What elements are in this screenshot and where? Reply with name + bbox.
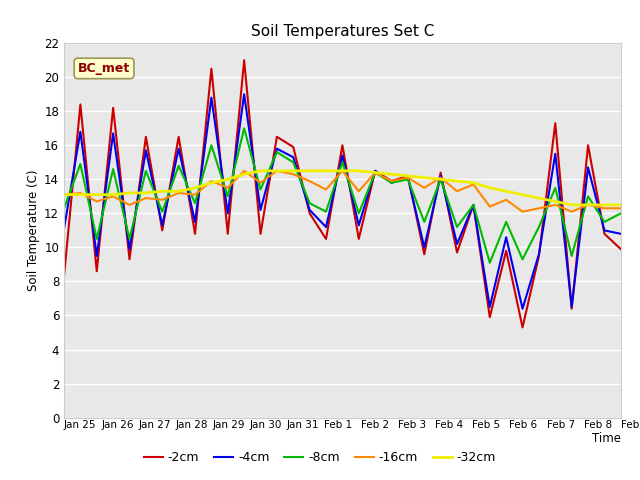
Legend: -2cm, -4cm, -8cm, -16cm, -32cm: -2cm, -4cm, -8cm, -16cm, -32cm bbox=[139, 446, 501, 469]
X-axis label: Time: Time bbox=[592, 432, 621, 445]
Y-axis label: Soil Temperature (C): Soil Temperature (C) bbox=[27, 169, 40, 291]
Title: Soil Temperatures Set C: Soil Temperatures Set C bbox=[251, 24, 434, 39]
Text: BC_met: BC_met bbox=[78, 62, 130, 75]
